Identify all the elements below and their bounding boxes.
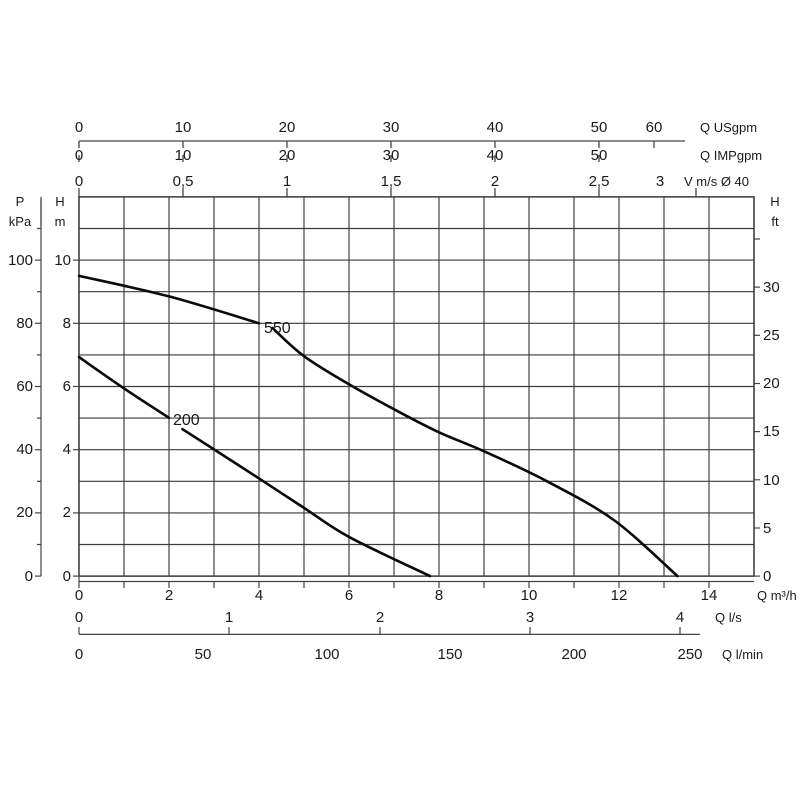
svg-text:H: H xyxy=(770,194,779,209)
svg-text:ft: ft xyxy=(771,214,779,229)
svg-text:550: 550 xyxy=(264,320,291,337)
svg-text:20: 20 xyxy=(279,119,296,136)
svg-text:Q IMPgpm: Q IMPgpm xyxy=(700,148,762,163)
svg-text:10: 10 xyxy=(763,472,780,489)
svg-text:H: H xyxy=(55,194,64,209)
svg-text:50: 50 xyxy=(195,646,212,663)
svg-text:4: 4 xyxy=(255,587,263,604)
svg-text:50: 50 xyxy=(591,147,608,164)
svg-text:60: 60 xyxy=(646,119,663,136)
svg-text:30: 30 xyxy=(383,119,400,136)
svg-text:10: 10 xyxy=(54,252,71,269)
svg-text:200: 200 xyxy=(173,412,200,429)
svg-text:0: 0 xyxy=(75,147,83,164)
svg-text:P: P xyxy=(16,194,25,209)
svg-text:60: 60 xyxy=(16,378,33,395)
svg-text:Q USgpm: Q USgpm xyxy=(700,120,757,135)
svg-text:2: 2 xyxy=(63,504,71,521)
svg-text:0: 0 xyxy=(75,173,83,190)
svg-text:0: 0 xyxy=(763,568,771,585)
svg-text:0,5: 0,5 xyxy=(173,173,194,190)
svg-text:10: 10 xyxy=(175,147,192,164)
svg-text:15: 15 xyxy=(763,423,780,440)
svg-text:25: 25 xyxy=(763,327,780,344)
svg-text:2: 2 xyxy=(491,173,499,190)
svg-text:40: 40 xyxy=(487,147,504,164)
svg-text:5: 5 xyxy=(763,520,771,537)
svg-text:20: 20 xyxy=(16,504,33,521)
svg-text:Q l/min: Q l/min xyxy=(722,647,763,662)
svg-text:50: 50 xyxy=(591,119,608,136)
svg-text:0: 0 xyxy=(75,646,83,663)
svg-text:4: 4 xyxy=(63,441,71,458)
svg-text:12: 12 xyxy=(611,587,628,604)
svg-text:100: 100 xyxy=(314,646,339,663)
svg-text:2,5: 2,5 xyxy=(589,173,610,190)
svg-text:80: 80 xyxy=(16,315,33,332)
svg-text:1,5: 1,5 xyxy=(381,173,402,190)
svg-text:6: 6 xyxy=(345,587,353,604)
svg-text:10: 10 xyxy=(175,119,192,136)
svg-text:150: 150 xyxy=(437,646,462,663)
svg-text:30: 30 xyxy=(383,147,400,164)
svg-text:14: 14 xyxy=(701,587,718,604)
svg-text:200: 200 xyxy=(561,646,586,663)
svg-text:0: 0 xyxy=(25,568,33,585)
svg-text:3: 3 xyxy=(526,609,534,626)
svg-text:4: 4 xyxy=(676,609,684,626)
svg-text:20: 20 xyxy=(279,147,296,164)
svg-text:0: 0 xyxy=(75,609,83,626)
svg-text:V m/s Ø 40: V m/s Ø 40 xyxy=(684,174,749,189)
svg-text:Q m³/h: Q m³/h xyxy=(757,588,797,603)
svg-text:0: 0 xyxy=(75,119,83,136)
svg-text:Q l/s: Q l/s xyxy=(715,610,742,625)
svg-text:250: 250 xyxy=(677,646,702,663)
svg-text:20: 20 xyxy=(763,375,780,392)
svg-text:2: 2 xyxy=(376,609,384,626)
svg-text:0: 0 xyxy=(63,568,71,585)
svg-text:0: 0 xyxy=(75,587,83,604)
svg-text:kPa: kPa xyxy=(9,214,32,229)
svg-text:m: m xyxy=(55,214,66,229)
svg-text:6: 6 xyxy=(63,378,71,395)
svg-text:8: 8 xyxy=(63,315,71,332)
svg-text:40: 40 xyxy=(16,441,33,458)
svg-text:100: 100 xyxy=(8,252,33,269)
svg-text:10: 10 xyxy=(521,587,538,604)
svg-text:8: 8 xyxy=(435,587,443,604)
svg-text:3: 3 xyxy=(656,173,664,190)
svg-text:2: 2 xyxy=(165,587,173,604)
svg-text:30: 30 xyxy=(763,279,780,296)
svg-text:1: 1 xyxy=(225,609,233,626)
svg-text:40: 40 xyxy=(487,119,504,136)
svg-text:1: 1 xyxy=(283,173,291,190)
